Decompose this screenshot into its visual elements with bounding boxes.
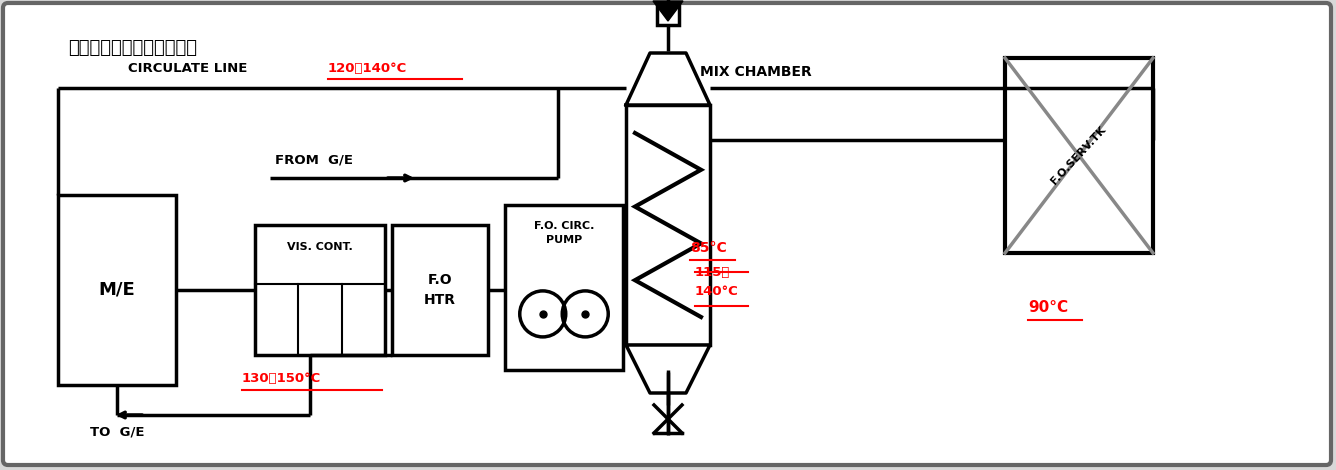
Text: 85°C: 85°C (689, 241, 727, 255)
Text: 120～140°C: 120～140°C (329, 62, 407, 75)
Text: F.O
HTR: F.O HTR (424, 273, 456, 307)
Bar (391, 225, 488, 355)
Text: F.O. CIRC.
PUMP: F.O. CIRC. PUMP (534, 221, 595, 244)
Polygon shape (627, 345, 709, 393)
Text: 大型船　燃料系統図の一例: 大型船 燃料系統図の一例 (68, 39, 196, 57)
Text: CIRCULATE LINE: CIRCULATE LINE (128, 62, 247, 75)
Text: 130～150°C: 130～150°C (242, 371, 321, 384)
Polygon shape (653, 1, 683, 21)
Text: F.O.SERV.TK: F.O.SERV.TK (1050, 125, 1109, 187)
Text: TO  G/E: TO G/E (90, 425, 144, 439)
Bar (505, 205, 623, 370)
Bar (57, 195, 176, 385)
Text: VIS. CONT.: VIS. CONT. (287, 242, 353, 252)
Text: FROM  G/E: FROM G/E (275, 154, 353, 166)
Text: 90°C: 90°C (1027, 300, 1067, 315)
FancyBboxPatch shape (3, 3, 1331, 465)
Polygon shape (627, 53, 709, 105)
Bar (255, 225, 385, 355)
Bar (627, 105, 709, 345)
Text: M/E: M/E (99, 281, 135, 299)
Bar (657, 5, 679, 25)
Text: MIX CHAMBER: MIX CHAMBER (700, 65, 812, 79)
Bar (1005, 58, 1153, 253)
Text: 115～
140°C: 115～ 140°C (695, 266, 739, 298)
